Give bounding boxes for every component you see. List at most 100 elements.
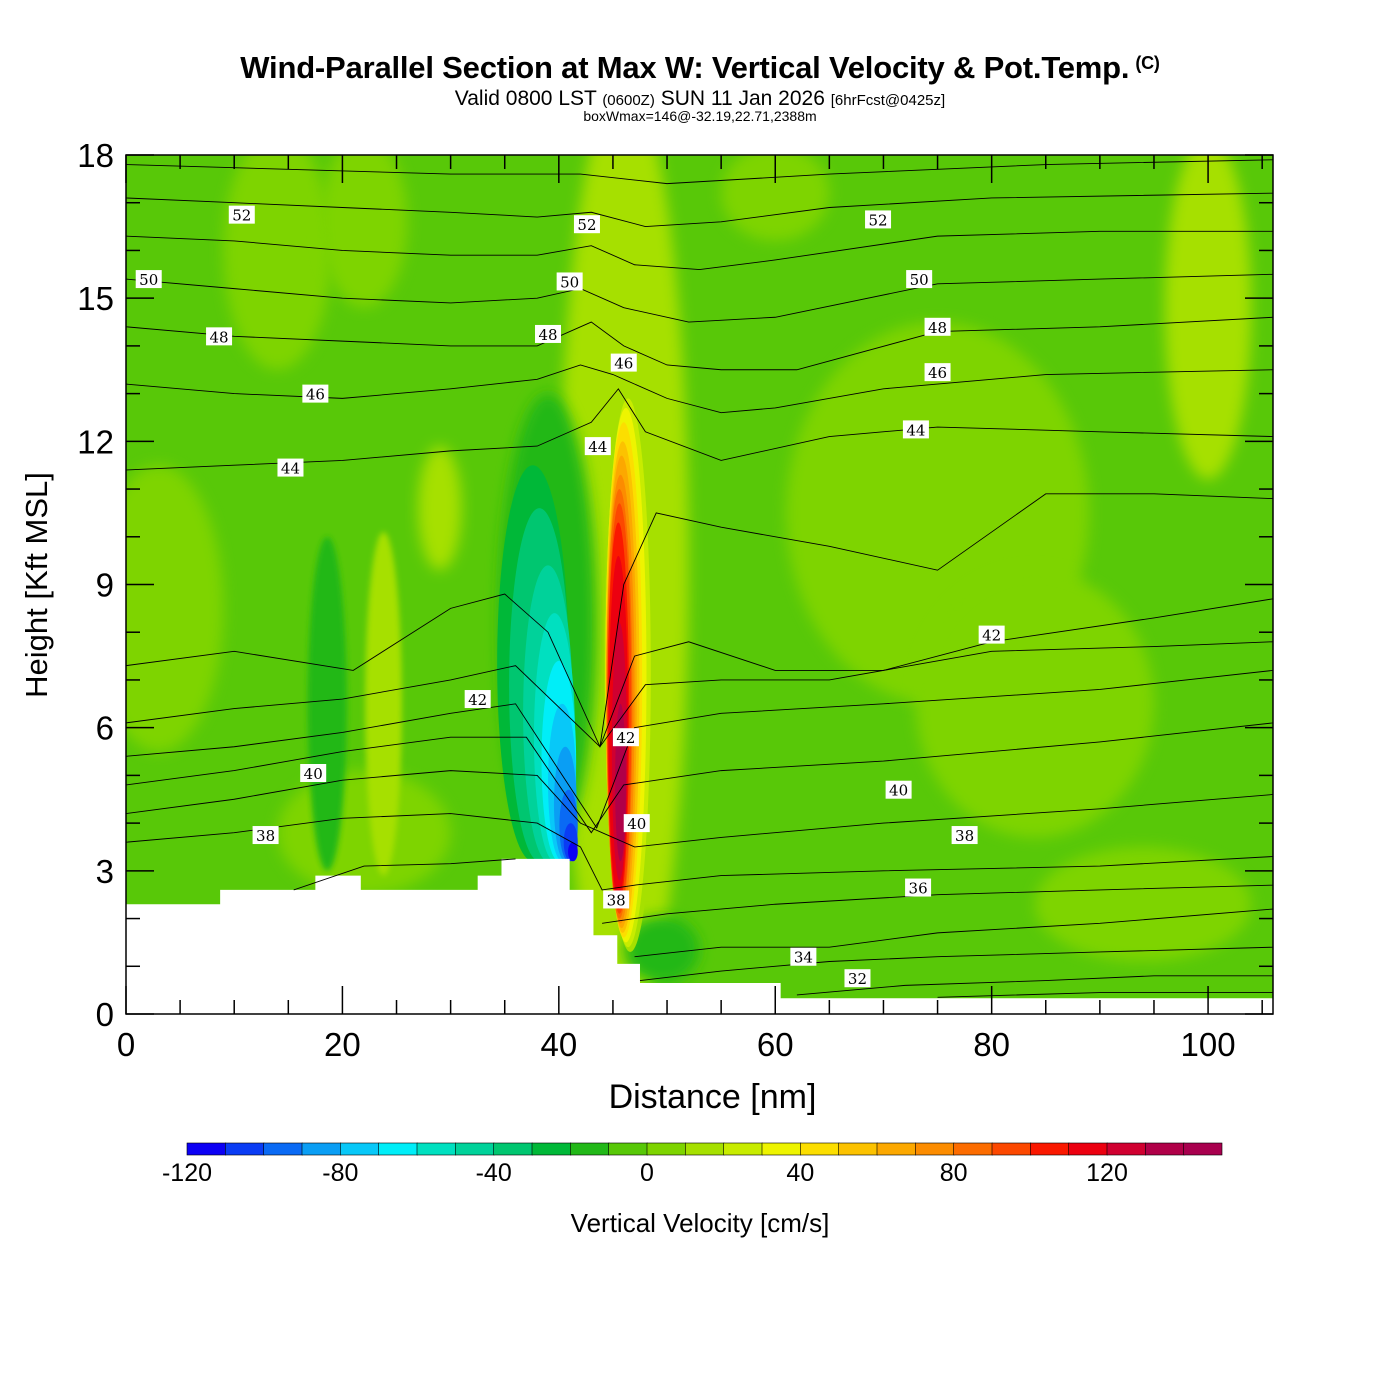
w-region <box>277 770 451 895</box>
theta-label-text: 38 <box>256 827 275 845</box>
theta-label-box <box>206 327 233 346</box>
theta-label-box <box>951 826 978 845</box>
theta-label-box <box>865 210 892 229</box>
colorbar-swatch <box>838 1142 878 1156</box>
theta-label: 48 <box>535 324 562 344</box>
theta-label: 34 <box>790 947 817 967</box>
colorbar-swatch <box>723 1142 763 1156</box>
terrain-fill <box>126 858 1273 1014</box>
theta-label-text: 50 <box>560 273 579 291</box>
theta-label: 46 <box>302 384 329 404</box>
theta-label-text: 48 <box>928 319 947 337</box>
colorbar-swatch <box>186 1142 227 1156</box>
theta-label-text: 48 <box>210 328 229 346</box>
colorbar-swatch <box>876 1142 917 1156</box>
w-region <box>1034 846 1252 962</box>
colorbar-swatch <box>608 1142 648 1156</box>
colorbar-swatch <box>1183 1142 1223 1156</box>
theta-label-box <box>905 878 932 897</box>
colorbar-swatch <box>800 1142 840 1156</box>
theta-label-text: 52 <box>232 207 251 225</box>
colorbar-swatch <box>915 1142 955 1156</box>
theta-label-text: 44 <box>281 460 300 478</box>
theta-label-text: 52 <box>577 216 596 234</box>
w-region <box>126 465 224 752</box>
theta-label: 52 <box>865 210 892 229</box>
theta-contour-line <box>126 273 1273 323</box>
theta-label: 36 <box>905 878 932 898</box>
colorbar: -120 -80 -40 0 40 80 120 Vertical Velocity [cm/… <box>162 1142 1223 1238</box>
theta-label-text: 36 <box>909 880 928 898</box>
valid-date: SUN 11 Jan 2026 <box>660 87 825 110</box>
theta-label-text: 42 <box>616 729 635 747</box>
theta-label-box <box>464 690 491 709</box>
theta-label-box <box>924 363 951 382</box>
w-region <box>1164 155 1252 480</box>
theta-contour-line <box>796 975 1273 996</box>
theta-label-box <box>573 215 600 234</box>
theta-label-box <box>844 969 871 988</box>
theta-label-text: 40 <box>304 765 323 783</box>
theta-contour-line <box>126 770 1273 848</box>
theta-contour-line <box>126 192 1273 228</box>
colorbar-tick-label: -120 <box>162 1159 212 1187</box>
theta-label: 42 <box>464 690 491 709</box>
theta-contour-line <box>126 722 1273 834</box>
theta-label-text: 52 <box>868 211 887 229</box>
theta-label-box <box>790 947 817 966</box>
colorbar-swatch <box>1030 1142 1070 1156</box>
theta-label-box <box>302 384 329 403</box>
theta-label: 42 <box>978 625 1005 645</box>
x-tick-label: 20 <box>324 1026 361 1063</box>
theta-contour-line <box>293 858 516 891</box>
x-tick-label: 0 <box>117 1026 135 1063</box>
colorbar-tick-label: 80 <box>940 1159 968 1187</box>
colorbar-tick-label: 0 <box>640 1159 654 1187</box>
theta-label-text: 46 <box>306 386 325 404</box>
theta-contour-line <box>126 388 1273 471</box>
theta-label: 38 <box>252 826 279 845</box>
theta-label: 52 <box>573 215 600 234</box>
theta-label-text: 42 <box>468 691 487 709</box>
theta-contour-line <box>126 669 1273 829</box>
theta-label-text: 44 <box>906 421 925 439</box>
theta-label-text: 40 <box>627 815 646 833</box>
colorbar-swatch <box>531 1142 572 1156</box>
colorbar-swatch <box>953 1142 993 1156</box>
theta-label-text: 42 <box>982 627 1001 645</box>
y-tick-label: 0 <box>96 996 114 1033</box>
theta-label-text: 32 <box>848 970 867 988</box>
y-tick-label: 6 <box>96 710 114 747</box>
theta-contour-line <box>639 946 1273 982</box>
w-region <box>365 532 402 876</box>
colorbar-tick-label: -80 <box>322 1159 358 1187</box>
theta-label-box <box>902 420 929 439</box>
theta-label: 48 <box>206 327 233 346</box>
w-region <box>623 916 700 983</box>
colorbar-tick-label: 40 <box>786 1159 814 1187</box>
theta-label-box <box>556 272 583 291</box>
theta-label-box <box>906 270 933 289</box>
y-tick-label: 18 <box>77 137 114 174</box>
y-tick-label: 9 <box>96 567 114 604</box>
colorbar-swatch <box>761 1142 802 1156</box>
colorbar-swatch <box>301 1142 342 1156</box>
theta-label: 32 <box>844 969 871 988</box>
theta-label: 40 <box>885 780 912 800</box>
colorbar-swatch <box>1106 1142 1147 1156</box>
w-region <box>418 446 462 571</box>
colorbar-swatch <box>455 1142 495 1156</box>
theta-label: 50 <box>556 272 583 291</box>
colorbar-swatch <box>416 1142 457 1156</box>
chart-title: Wind-Parallel Section at Max W: Vertical… <box>0 50 1400 86</box>
theta-label-text: 38 <box>955 827 974 845</box>
colorbar-swatch <box>340 1142 380 1156</box>
theta-label: 50 <box>906 270 933 289</box>
boxwmax-info: boxWmax=146@-32.19,22.71,2388m <box>583 108 817 124</box>
y-axis-label: Height [Kft MSL] <box>19 472 54 698</box>
colorbar-label: Vertical Velocity [cm/s] <box>571 1208 830 1238</box>
theta-label-text: 48 <box>538 326 557 344</box>
w-region <box>915 570 1154 838</box>
theta-label: 40 <box>623 814 650 833</box>
w-region <box>320 155 408 308</box>
